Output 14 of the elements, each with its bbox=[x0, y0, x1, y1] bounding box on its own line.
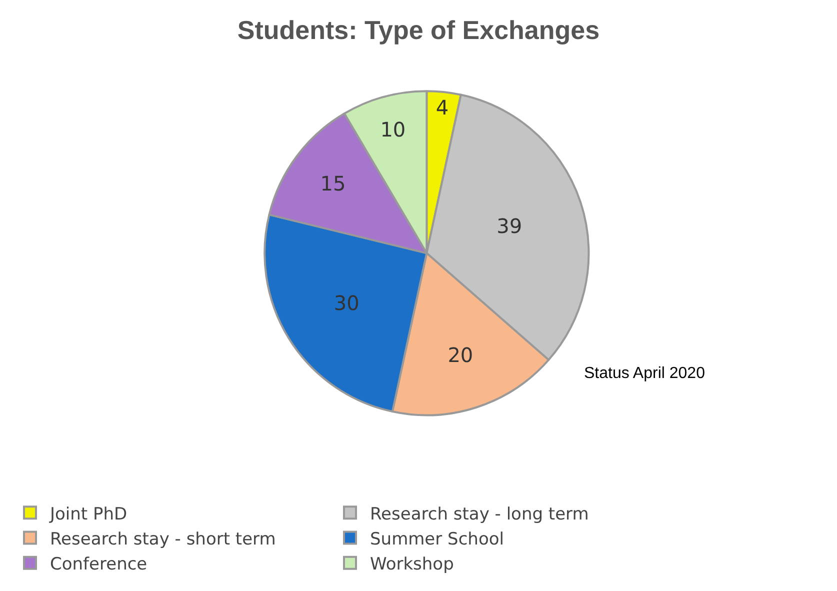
legend-label: Research stay - short term bbox=[50, 529, 276, 550]
legend-label: Workshop bbox=[370, 554, 454, 574]
data-label: 10 bbox=[380, 117, 406, 142]
chart-title: Students: Type of Exchanges bbox=[237, 14, 600, 45]
legend-label: Research stay - long term bbox=[370, 504, 589, 524]
legend-label: Summer School bbox=[370, 529, 504, 550]
data-label: 30 bbox=[334, 291, 360, 316]
data-label: 4 bbox=[436, 95, 449, 120]
data-label: 39 bbox=[496, 214, 522, 238]
legend-label: Conference bbox=[50, 554, 148, 574]
data-label: 15 bbox=[320, 172, 346, 196]
data-label: 20 bbox=[448, 343, 474, 368]
text: Status April 2020 bbox=[584, 365, 706, 382]
legend-label: Joint PhD bbox=[49, 504, 128, 524]
